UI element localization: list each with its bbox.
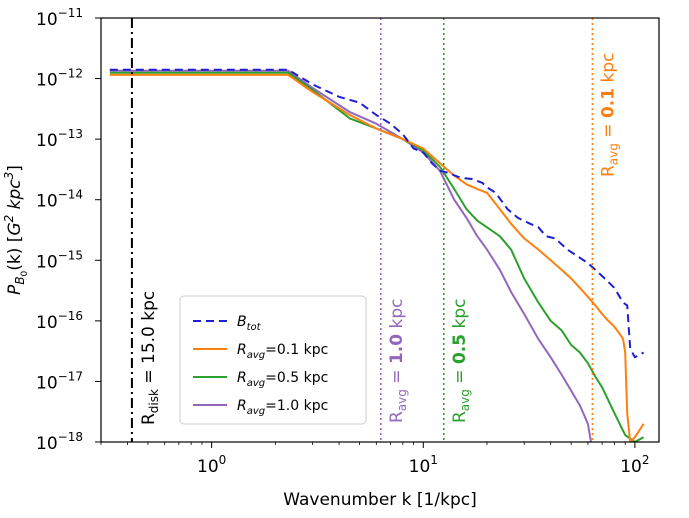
plot-frame [100, 17, 660, 443]
legend-box [179, 295, 367, 425]
series-line-btot [109, 68, 645, 359]
y-axis-title: PB0(k) [G2 kpc3] [2, 165, 30, 295]
vline-label-r10: Ravg = 1.0 kpc [387, 299, 409, 423]
x-tick-label: 100 [197, 453, 226, 477]
vline-label-rdisk: Rdisk = 15.0 kpc [139, 291, 161, 425]
y-tick-label: 10−13 [36, 127, 83, 151]
series-line-r01 [109, 73, 645, 442]
y-tick-label: 10−11 [36, 6, 83, 30]
y-tick-label: 10−14 [36, 188, 83, 212]
y-axis-title-close: ] [5, 165, 25, 172]
legend-label-r05: Ravg=0.5 kpc [237, 370, 328, 389]
y-tick-label: 10−15 [36, 248, 83, 272]
y-axis-title-kpc-exp: 3 [2, 172, 16, 180]
legend: Btot Ravg=0.1 kpc Ravg=0.5 kpc Ravg=1.0 kpc [179, 295, 367, 425]
x-tick-label: 102 [620, 453, 649, 477]
y-axis-title-p: P [5, 284, 25, 295]
vline-layer: Rdisk = 15.0 kpc Ravg = 1.0 kpc Ravg = 0.5… [130, 18, 620, 442]
series-layer [109, 68, 645, 442]
y-tick-label: 10−18 [36, 430, 83, 454]
series-line-r10 [109, 69, 592, 442]
y-axis-title-g-exp: 2 [2, 215, 16, 223]
y-axis-title-rest: (k) [ [5, 236, 25, 271]
y-tick-label: 10−16 [36, 309, 83, 333]
x-axis-title: Wavenumber k [1/kpc] [283, 490, 476, 510]
y-tick-label: 10−17 [36, 369, 83, 393]
legend-label-btot: Btot [237, 314, 262, 333]
tick-layer: 100 101 102 10−11 10−12 10−13 10−14 10−15 10−16 1… [36, 6, 650, 477]
y-axis-title-g: G [5, 222, 25, 235]
x-tick-label: 101 [409, 453, 438, 477]
y-axis-title-sub-b: B [13, 276, 27, 284]
y-tick-label: 10−12 [36, 67, 83, 91]
y-axis-title-kpc: kpc [5, 179, 25, 215]
legend-label-r10: Ravg=1.0 kpc [237, 398, 328, 417]
y-axis-title-sub-0: 0 [20, 270, 30, 276]
vline-label-r01: Ravg = 0.1 kpc [598, 53, 620, 177]
vline-label-r05: Ravg = 0.5 kpc [450, 299, 472, 423]
legend-label-r01: Ravg=0.1 kpc [237, 342, 328, 361]
